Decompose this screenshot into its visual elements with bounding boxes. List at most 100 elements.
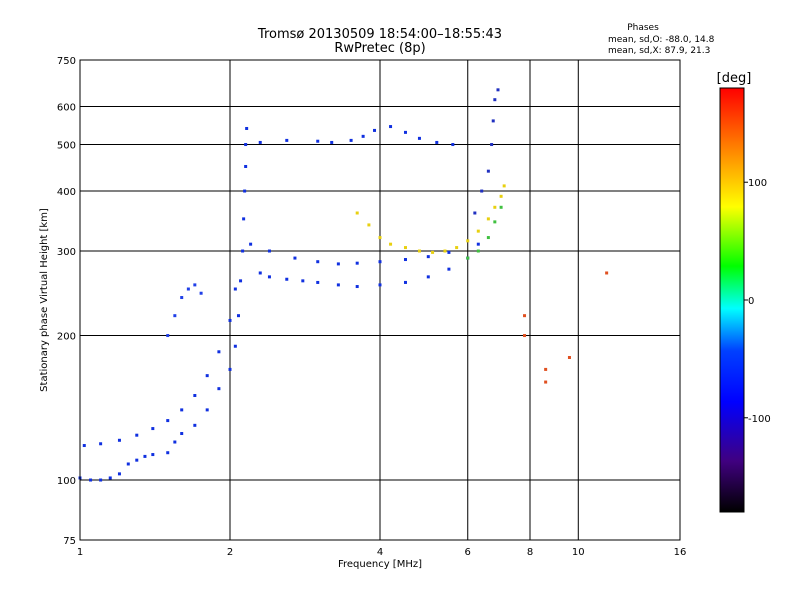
data-point	[443, 249, 447, 253]
data-point	[496, 88, 500, 92]
data-point	[180, 432, 184, 436]
plot-frame	[79, 59, 681, 541]
data-point	[330, 140, 334, 144]
data-point	[355, 261, 359, 265]
data-point	[242, 217, 246, 221]
data-point	[236, 314, 240, 318]
data-point	[403, 246, 407, 250]
data-point	[244, 143, 248, 147]
data-point	[217, 350, 221, 354]
data-point	[166, 451, 170, 455]
data-point	[605, 271, 609, 275]
stats-line-x: mean, sd,X: 87.9, 21.3	[608, 46, 710, 56]
chart-subtitle: RwPretec (8p)	[334, 41, 425, 56]
colorbar-tick-label: -100	[748, 414, 771, 425]
y-tick-label: 200	[57, 332, 76, 343]
x-axis-label: Frequency [MHz]	[338, 559, 422, 570]
data-point	[166, 334, 170, 338]
x-tick-label: 8	[527, 547, 533, 558]
data-point	[180, 296, 184, 300]
data-point	[486, 169, 490, 173]
data-point	[544, 380, 548, 384]
data-point	[126, 462, 130, 466]
y-axis-label: Stationary phase Virtual Height [km]	[39, 208, 50, 392]
data-point	[417, 249, 421, 253]
y-tick-label: 400	[57, 187, 76, 198]
y-tick-label: 500	[57, 141, 76, 152]
data-point	[316, 260, 320, 264]
data-point	[151, 453, 155, 457]
data-point	[476, 242, 480, 246]
data-point	[233, 344, 237, 348]
data-point	[316, 280, 320, 284]
data-point	[180, 408, 184, 412]
data-point	[480, 189, 484, 193]
data-point	[403, 258, 407, 262]
data-point	[499, 205, 503, 209]
x-tick-labels: 1 2 4 6 8 10 16	[77, 547, 687, 558]
x-tick-label: 4	[377, 547, 383, 558]
colorbar	[719, 87, 745, 513]
data-point	[490, 143, 494, 147]
data-point	[523, 334, 527, 338]
data-point	[135, 433, 139, 437]
data-point	[431, 250, 435, 254]
data-point	[285, 277, 289, 281]
data-point	[486, 236, 490, 240]
data-point	[244, 164, 248, 168]
data-point	[567, 355, 571, 359]
data-point	[249, 242, 253, 246]
data-point	[135, 458, 139, 462]
x-tick-label: 16	[674, 547, 687, 558]
data-point	[389, 242, 393, 246]
data-point	[301, 279, 305, 283]
data-point	[108, 476, 112, 480]
data-point	[389, 125, 393, 129]
data-point	[143, 454, 147, 458]
data-point	[378, 236, 382, 240]
data-point	[173, 314, 177, 318]
y-tick-label: 75	[63, 536, 76, 547]
data-point	[99, 442, 103, 446]
data-point	[378, 283, 382, 287]
y-tick-label: 100	[57, 476, 76, 487]
data-point	[193, 283, 197, 287]
data-point	[293, 256, 297, 260]
y-tick-labels: 75 100 200 300 400 500 600 750	[57, 56, 76, 547]
data-point	[205, 408, 209, 412]
data-point	[117, 438, 121, 442]
data-point	[258, 140, 262, 144]
data-point	[241, 249, 245, 253]
data-point	[403, 130, 407, 134]
data-point	[243, 189, 247, 193]
data-point	[447, 267, 451, 271]
data-point	[267, 275, 271, 279]
y-tick-label: 750	[57, 56, 76, 67]
data-point	[205, 374, 209, 378]
data-point	[435, 140, 439, 144]
data-point	[493, 220, 497, 224]
data-point	[82, 444, 86, 448]
data-point	[199, 291, 203, 295]
data-point	[447, 250, 451, 254]
data-point	[151, 427, 155, 431]
data-point	[473, 211, 477, 215]
data-point	[117, 472, 121, 476]
data-point	[186, 287, 190, 291]
data-point	[89, 478, 93, 482]
data-point	[245, 126, 249, 130]
data-point	[466, 239, 470, 243]
data-point	[228, 318, 232, 322]
colorbar-ticks: 100 0 -100	[744, 178, 771, 425]
grid	[80, 60, 680, 540]
x-tick-label: 10	[572, 547, 585, 558]
colorbar-label: [deg]	[717, 71, 752, 86]
data-point	[336, 262, 340, 266]
data-point	[417, 136, 421, 140]
data-point	[99, 478, 103, 482]
data-point	[233, 287, 237, 291]
data-point	[373, 128, 377, 132]
data-point	[426, 255, 430, 259]
stats-heading: Phases	[627, 23, 659, 33]
